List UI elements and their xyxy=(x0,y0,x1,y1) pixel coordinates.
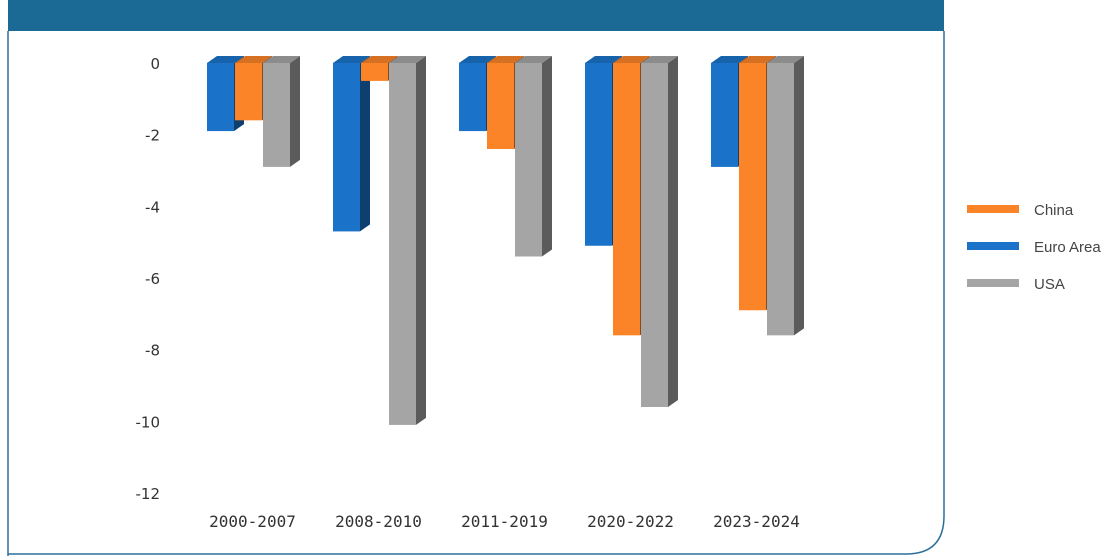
y-tick-label: -10 xyxy=(136,413,161,431)
y-tick-label: -12 xyxy=(136,485,161,503)
legend-item: USA xyxy=(967,276,1065,293)
bar-top-face xyxy=(235,56,272,63)
bar xyxy=(767,56,804,336)
legend-label: Euro Area xyxy=(1034,239,1101,256)
bar-front-face xyxy=(767,63,794,336)
bar xyxy=(389,56,426,425)
y-tick-label: 0 xyxy=(150,55,160,73)
bar-top-face xyxy=(641,56,678,63)
bar-top-face xyxy=(207,56,244,63)
bar-top-face xyxy=(739,56,776,63)
y-tick-label: -6 xyxy=(145,270,160,288)
bar-front-face xyxy=(739,63,766,311)
legend-swatch xyxy=(967,205,1019,213)
bar-top-face xyxy=(585,56,622,63)
bar-front-face xyxy=(361,63,388,81)
legend-item: Euro Area xyxy=(967,239,1101,256)
bar-front-face xyxy=(585,63,612,246)
bar-top-face xyxy=(459,56,496,63)
bar-front-face xyxy=(487,63,514,149)
bar-front-face xyxy=(235,63,262,121)
chart-frame xyxy=(7,31,945,556)
x-category-label: 2008-2010 xyxy=(335,512,422,531)
bar-front-face xyxy=(459,63,486,132)
legend-item: China xyxy=(967,202,1074,219)
bar xyxy=(641,56,678,407)
x-category-label: 2023-2024 xyxy=(713,512,800,531)
bar-side-face xyxy=(290,56,300,167)
bar-side-face xyxy=(794,56,804,336)
legend: China Euro Area USA xyxy=(967,202,1101,293)
bar-side-face xyxy=(542,56,552,257)
bar xyxy=(263,56,300,167)
legend-label: USA xyxy=(1034,276,1065,293)
bar-top-face xyxy=(389,56,426,63)
legend-swatch xyxy=(967,279,1019,287)
bar-front-face xyxy=(207,63,234,132)
bar-front-face xyxy=(641,63,668,407)
y-axis-ticks: 0 -2 -4 -6 -8 -10 -12 xyxy=(136,55,161,503)
bar-top-face xyxy=(263,56,300,63)
bar-top-face xyxy=(487,56,524,63)
bar-side-face xyxy=(668,56,678,407)
bar-top-face xyxy=(515,56,552,63)
x-category-label: 2000-2007 xyxy=(209,512,296,531)
bar-front-face xyxy=(263,63,290,167)
bar-front-face xyxy=(333,63,360,232)
bar-front-face xyxy=(711,63,738,167)
y-tick-label: -4 xyxy=(145,198,160,216)
bar xyxy=(515,56,552,257)
y-tick-label: -2 xyxy=(145,127,160,145)
bar-top-face xyxy=(361,56,398,63)
y-tick-label: -8 xyxy=(145,342,160,360)
bar-top-face xyxy=(711,56,748,63)
chart-header-bar xyxy=(8,0,944,31)
legend-swatch xyxy=(967,242,1019,250)
x-axis-categories: 2000-2007 2008-2010 2011-2019 2020-2022 2023… xyxy=(209,512,800,531)
bar-front-face xyxy=(613,63,640,336)
x-category-label: 2011-2019 xyxy=(461,512,548,531)
bar-front-face xyxy=(515,63,542,257)
bar-top-face xyxy=(333,56,370,63)
bar-side-face xyxy=(360,56,370,232)
bar-top-face xyxy=(767,56,804,63)
x-category-label: 2020-2022 xyxy=(587,512,674,531)
bar-side-face xyxy=(416,56,426,425)
bar xyxy=(333,56,370,232)
bar-top-face xyxy=(613,56,650,63)
legend-label: China xyxy=(1034,202,1074,219)
bar-series xyxy=(207,56,804,425)
bar-front-face xyxy=(389,63,416,425)
